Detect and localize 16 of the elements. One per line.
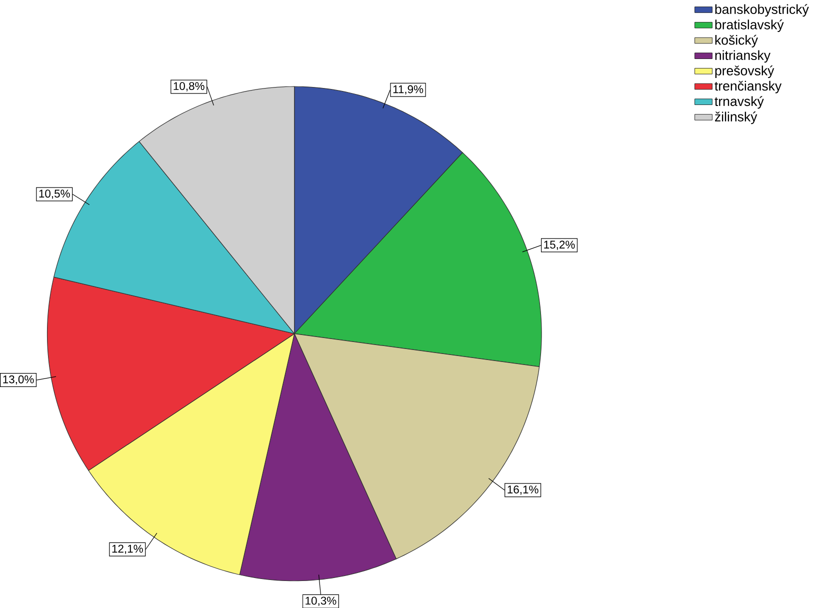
data-label: 12,1% xyxy=(112,544,143,554)
legend-label: prešovský xyxy=(715,65,774,78)
legend-label: bratislavský xyxy=(715,19,784,32)
data-label: 11,9% xyxy=(393,85,424,94)
legend-label: košický xyxy=(715,34,758,48)
legend-label: banskobystrický xyxy=(715,4,809,16)
data-label: 10,3% xyxy=(306,596,336,606)
legend-label: trnavský xyxy=(714,96,764,109)
data-label: 13,0% xyxy=(3,375,34,384)
data-label: 16,1% xyxy=(508,485,538,495)
legend-label: žilinský xyxy=(715,111,758,124)
data-label: 10,8% xyxy=(174,82,204,92)
data-label: 15,2% xyxy=(544,240,575,250)
data-label: 10,5% xyxy=(39,189,70,199)
legend-label: nitriansky xyxy=(715,50,770,62)
legend-label: trenčiansky xyxy=(714,80,782,94)
